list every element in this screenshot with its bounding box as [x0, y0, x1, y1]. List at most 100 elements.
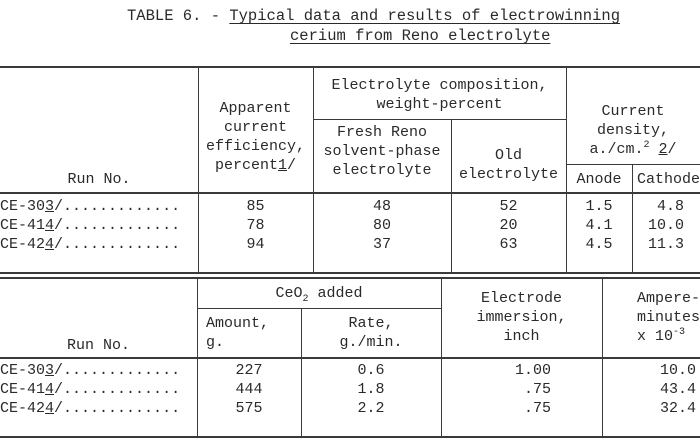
rule	[602, 278, 603, 437]
table-cell: 52	[499, 198, 518, 215]
table-cell: 32.4	[659, 400, 696, 417]
rule	[313, 119, 566, 120]
header-text: density,	[596, 122, 669, 139]
table-row: CE-303/.............	[0, 362, 181, 379]
header-run-no: Run No.	[67, 171, 131, 188]
header-text: weight-percent	[376, 96, 503, 113]
header-text: solvent-phase	[323, 143, 441, 160]
table-row: CE-414/.............	[0, 381, 181, 398]
title-line-1: TABLE 6. - Typical data and results of e…	[127, 6, 620, 26]
rule	[451, 120, 452, 273]
rule	[632, 165, 633, 273]
header-text: current	[223, 119, 287, 136]
header-text: Fresh Reno	[336, 124, 427, 141]
table-row: CE-424/.............	[0, 400, 181, 417]
title-line-2: cerium from Reno electrolyte	[290, 26, 550, 46]
footnote-ref: 2	[658, 141, 668, 158]
ampere-column: 10.0 43.4 32.4	[602, 361, 696, 418]
title-text-2: cerium from Reno electrolyte	[290, 27, 551, 45]
table-cell: 20	[499, 217, 518, 234]
rule	[197, 308, 441, 309]
header-old: Old electrolyte	[451, 146, 566, 184]
table-cell: 1.5	[585, 198, 613, 215]
rule	[0, 66, 700, 68]
rule	[197, 278, 198, 437]
table-cell: 0.6	[357, 362, 385, 379]
efficiency-column: 85 78 94	[198, 197, 313, 254]
title-prefix: TABLE 6. -	[127, 7, 230, 25]
fresh-column: 48 80 37	[313, 197, 451, 254]
header-text: minutes	[637, 309, 700, 326]
table-cell: 37	[372, 236, 391, 253]
header-text: x 10-3	[637, 327, 686, 346]
run-column: CE-303/............. CE-414/............…	[0, 197, 198, 254]
table-cell: 575	[235, 400, 263, 417]
header-amount: Amount, g.	[206, 314, 301, 352]
run-column: CE-303/............. CE-414/............…	[0, 361, 197, 418]
header-text: percent1/	[214, 157, 297, 174]
old-column: 52 20 63	[451, 197, 566, 254]
rule	[0, 277, 700, 279]
table-cell: 1.00	[514, 362, 551, 379]
rule	[313, 67, 314, 273]
table-cell: 4.8	[656, 198, 684, 215]
rule	[566, 67, 567, 273]
table-cell: 43.4	[659, 381, 696, 398]
rule	[0, 192, 700, 194]
rule	[441, 278, 442, 437]
anode-column: 1.5 4.1 4.5	[566, 197, 632, 254]
rule	[301, 309, 302, 437]
table-row: CE-424/.............	[0, 236, 181, 253]
table-cell: 4.1	[585, 217, 613, 234]
header-text: immersion,	[476, 309, 567, 326]
header-text: electrolyte	[458, 166, 559, 183]
amount-column: 227 444 575	[197, 361, 301, 418]
table-cell: 80	[372, 217, 391, 234]
header-cathode: Cathode	[637, 171, 700, 188]
rule	[0, 272, 700, 274]
header-anode: Anode	[576, 171, 622, 188]
table-cell: 444	[235, 381, 263, 398]
table-cell: 10.0	[659, 362, 696, 379]
rule	[0, 436, 700, 438]
table-cell: 78	[246, 217, 265, 234]
header-text: Ampere-	[637, 290, 700, 307]
header-text: Old	[494, 147, 522, 164]
header-text: Current	[601, 103, 665, 120]
header-text: Electrolyte composition,	[331, 77, 548, 94]
header-current-density: Current density, a./cm.2 2/	[566, 102, 700, 159]
header-text: Electrode	[480, 290, 562, 307]
table-cell: .75	[523, 400, 551, 417]
table-cell: 48	[372, 198, 391, 215]
cathode-column: 4.8 10.0 11.3	[632, 197, 684, 254]
header-fresh: Fresh Reno solvent-phase electrolyte	[313, 123, 451, 180]
rate-column: 0.6 1.8 2.2	[301, 361, 441, 418]
rule	[0, 357, 700, 359]
footnote-ref: 1	[277, 157, 287, 174]
header-electrode-immersion: Electrode immersion, inch	[441, 289, 602, 346]
title-text-1: Typical data and results of electrowinni…	[229, 7, 620, 25]
header-ceo2-added: CeO2 added	[275, 285, 363, 305]
table-cell: 4.5	[585, 236, 613, 253]
header-rate: Rate, g./min.	[301, 314, 441, 352]
immersion-column: 1.00 .75 .75	[441, 361, 551, 418]
table-cell: 1.8	[357, 381, 385, 398]
rule	[566, 164, 700, 165]
table-cell: 10.0	[647, 217, 684, 234]
table-cell: 63	[499, 236, 518, 253]
header-efficiency: Apparent current efficiency, percent1/	[198, 99, 313, 175]
header-text: Amount,	[206, 315, 270, 332]
table-cell: 227	[235, 362, 263, 379]
table-row: CE-303/.............	[0, 198, 181, 215]
table-cell: 94	[246, 236, 265, 253]
table-cell: .75	[523, 381, 551, 398]
header-text: electrolyte	[332, 162, 432, 179]
table-cell: 11.3	[647, 236, 684, 253]
header-text: g./min.	[339, 334, 403, 351]
header-text: inch	[503, 328, 540, 345]
header-text: g.	[206, 334, 225, 351]
header-text: a./cm.2 2/	[589, 140, 677, 159]
header-text: Apparent	[219, 100, 292, 117]
header-text: Rate,	[348, 315, 394, 332]
header-run-no: Run No.	[66, 337, 130, 354]
